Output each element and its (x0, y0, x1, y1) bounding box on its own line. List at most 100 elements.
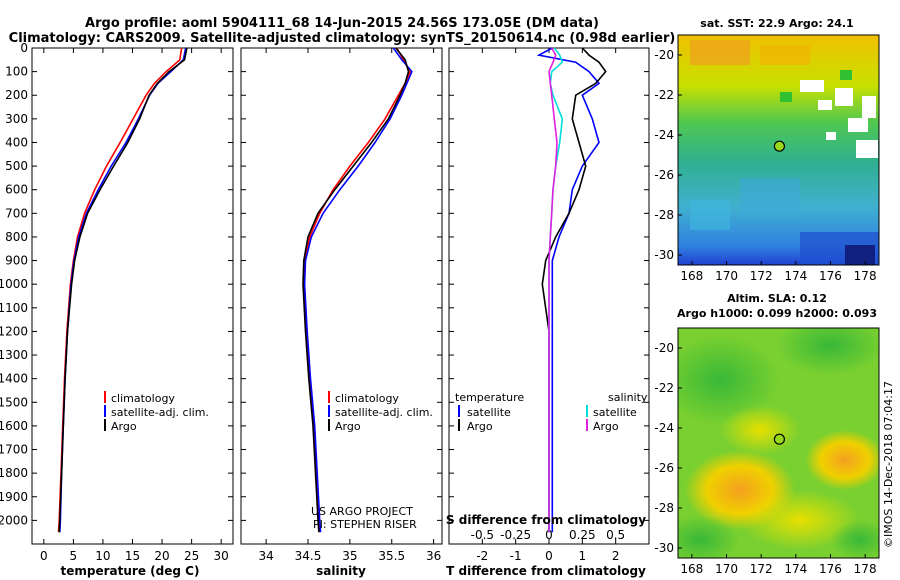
temperature-x-axis: 0 5 10 15 20 25 30 (40, 48, 229, 563)
x-tick-label: 15 (125, 549, 140, 563)
map-y-tick-label: -28 (654, 208, 674, 222)
salinity-legend: climatology satellite-adj. clim. Argo (328, 391, 433, 433)
sla-map-subtitle: Argo h1000: 0.099 h2000: 0.093 (677, 307, 877, 320)
x-tick-label: 1 (579, 549, 587, 563)
x-tick-label: 35.5 (378, 549, 405, 563)
map-x-tick-label: 176 (819, 269, 842, 283)
x-tick-label: 5 (70, 549, 78, 563)
legend-label-argo: Argo (335, 420, 361, 433)
legend-label-climatology: climatology (111, 392, 175, 405)
depth-tick-label: 1500 (0, 395, 28, 409)
series-line-climatology (302, 47, 412, 533)
legend-label-s-satellite: satellite (593, 406, 637, 419)
series-line-argo (58, 47, 188, 533)
figure-title-line1: Argo profile: aoml 5904111_68 14-Jun-201… (85, 16, 599, 31)
map-x-tick-label: 178 (854, 562, 877, 576)
map-x-tick-label: 170 (715, 269, 738, 283)
difference-series (536, 47, 607, 533)
depth-tick-label: 700 (5, 206, 28, 220)
map-x-tick-label: 174 (784, 562, 807, 576)
x-tick-label-secondary: 0 (545, 528, 553, 542)
x-tick-label: 35 (342, 549, 357, 563)
x-tick-label: -2 (476, 549, 488, 563)
temperature-legend: climatology satellite-adj. clim. Argo (104, 391, 209, 433)
legend-title-temperature: temperature (455, 391, 524, 404)
depth-tick-label: 1200 (0, 324, 28, 338)
sst-map-title: sat. SST: 22.9 Argo: 24.1 (700, 17, 853, 30)
map-x-tick-label: 170 (715, 562, 738, 576)
legend-label-satellite: satellite-adj. clim. (111, 406, 209, 419)
x-tick-label: 25 (184, 549, 199, 563)
legend-title-salinity: salinity (608, 391, 648, 404)
map-x-tick-label: 172 (750, 562, 773, 576)
depth-tick-label: 400 (5, 135, 28, 149)
map-y-tick-label: -20 (654, 48, 674, 62)
difference-x-axis: -2 -1 0 1 2 -0.5 -0.25 0 0.25 0.5 (471, 48, 625, 563)
series-line-satellite-adj-clim- (303, 47, 413, 533)
depth-tick-label: 900 (5, 254, 28, 268)
depth-tick-label: 2000 (0, 513, 28, 527)
map-y-tick-label: -30 (654, 541, 674, 555)
depth-tick-label: 1000 (0, 277, 28, 291)
depth-tick-label: 1100 (0, 301, 28, 315)
map-y-tick-label: -22 (654, 381, 674, 395)
map-y-tick-label: -20 (654, 341, 674, 355)
x-tick-label-secondary: 0.5 (606, 528, 625, 542)
legend-label-t-argo: Argo (467, 420, 493, 433)
salinity-axis-label: salinity (316, 564, 366, 578)
map-y-tick-label: -30 (654, 248, 674, 262)
depth-tick-label: 1600 (0, 419, 28, 433)
difference-legend-salinity: salinity satellite Argo (586, 391, 648, 433)
depth-tick-label: 0 (20, 41, 28, 55)
sst-map-axes: 168 170 172 174 176 178 -20 -22 -24 -26 -28 -30 (654, 48, 876, 283)
series-line-climatology (57, 47, 183, 533)
depth-tick-label: 500 (5, 159, 28, 173)
x-tick-label-secondary: -0.25 (500, 528, 531, 542)
map-x-tick-label: 174 (784, 269, 807, 283)
depth-tick-label: 1300 (0, 348, 28, 362)
map-x-tick-label: 168 (680, 562, 703, 576)
x-tick-label: 10 (95, 549, 110, 563)
map-x-tick-label: 176 (819, 562, 842, 576)
credit-project: US ARGO PROJECT (311, 505, 413, 518)
legend-label-argo: Argo (111, 420, 137, 433)
depth-tick-label: 1400 (0, 372, 28, 386)
series-line-s-satellite (548, 47, 564, 533)
argo-position-marker (773, 433, 786, 445)
x-tick-label: -1 (510, 549, 522, 563)
imos-timestamp: ©IMOS 14-Dec-2018 07:04:17 (882, 381, 895, 548)
x-tick-label-secondary: 0.25 (569, 528, 596, 542)
depth-tick-label: 1900 (0, 490, 28, 504)
x-tick-label: 36 (426, 549, 441, 563)
legend-label-climatology: climatology (335, 392, 399, 405)
x-tick-label: 34 (258, 549, 273, 563)
sla-map-title: Altim. SLA: 0.12 (727, 292, 827, 305)
map-x-tick-label: 168 (680, 269, 703, 283)
sla-map-frame (677, 327, 880, 559)
temperature-series (57, 47, 188, 533)
depth-tick-label: 800 (5, 230, 28, 244)
salinity-series (302, 47, 413, 533)
salinity-x-axis: 34 34.5 35 35.5 36 (258, 48, 441, 563)
depth-axis: 0 100 200 300 400 500 600 700 800 900 1000 1100 1200… (0, 41, 649, 527)
depth-tick-label: 300 (5, 112, 28, 126)
temperature-axis-label: temperature (deg C) (61, 564, 200, 578)
map-y-tick-label: -22 (654, 88, 674, 102)
x-tick-label: 30 (214, 549, 229, 563)
map-x-tick-label: 178 (854, 269, 877, 283)
depth-tick-label: 100 (5, 65, 28, 79)
series-line-t-satellite (536, 47, 601, 533)
x-tick-label: 2 (612, 549, 620, 563)
map-y-tick-label: -24 (654, 128, 674, 142)
x-tick-label-secondary: -0.5 (471, 528, 494, 542)
map-x-tick-label: 172 (750, 269, 773, 283)
depth-tick-label: 1800 (0, 466, 28, 480)
x-tick-label: 0 (545, 549, 553, 563)
legend-label-t-satellite: satellite (467, 406, 511, 419)
legend-label-satellite: satellite-adj. clim. (335, 406, 433, 419)
map-y-tick-label: -28 (654, 501, 674, 515)
figure-title-line2: Climatology: CARS2009. Satellite-adjuste… (9, 31, 676, 46)
map-y-tick-label: -26 (654, 168, 674, 182)
map-y-tick-label: -26 (654, 461, 674, 475)
